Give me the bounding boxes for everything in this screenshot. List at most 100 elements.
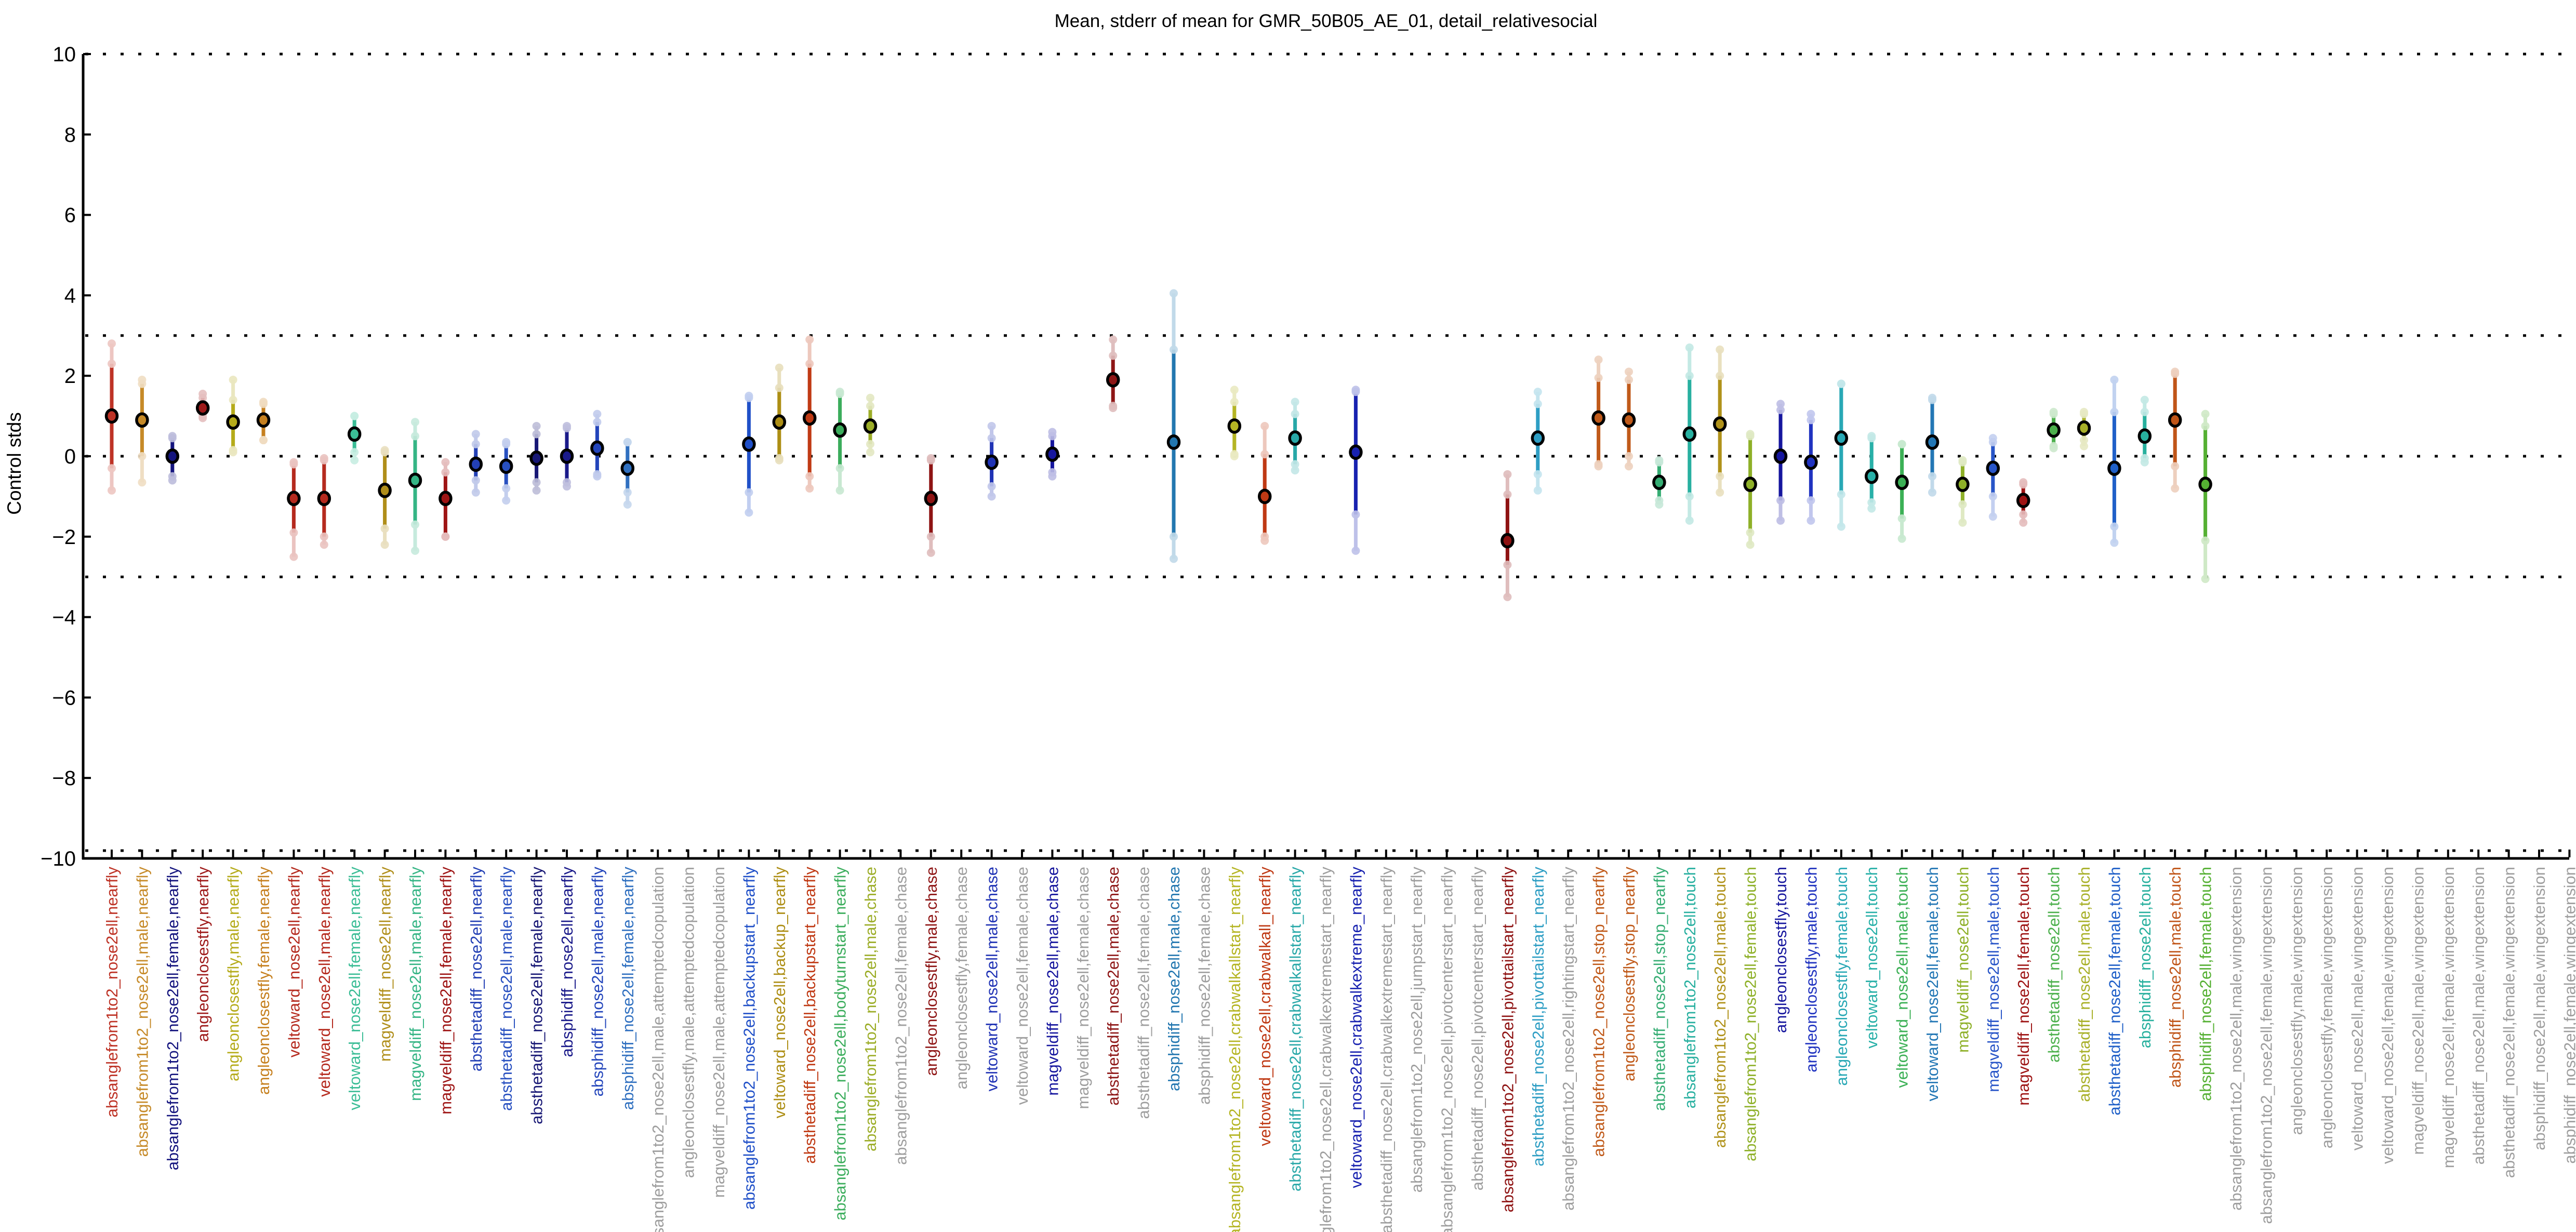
- errorbar-cap-dot: [1776, 405, 1785, 414]
- errorbar-cap-dot: [198, 393, 207, 402]
- errorbar-cap-dot: [2201, 409, 2210, 418]
- x-tick-label: veltoward_nose2ell,male,wingextension: [2348, 867, 2367, 1150]
- mean-marker: [287, 491, 301, 507]
- mean-marker: [1531, 430, 1545, 446]
- errorbar-cap-dot: [1260, 532, 1269, 541]
- mean-marker: [1773, 448, 1788, 464]
- mean-marker: [195, 400, 210, 416]
- errorbar-cap-dot: [1776, 496, 1785, 505]
- mean-marker: [1622, 412, 1636, 428]
- errorbar-cap-dot: [1867, 434, 1876, 443]
- mean-marker: [1712, 416, 1727, 432]
- errorbar-cap-dot: [441, 532, 450, 541]
- errorbar-cap-dot: [320, 532, 328, 541]
- x-tick-label: magveldiff_nose2ell,male,attemptedcopula…: [710, 867, 728, 1198]
- x-tick-label: absphidiff_nose2ell,female,nearfly: [619, 867, 637, 1110]
- errorbar-cap-dot: [2019, 510, 2028, 519]
- x-tick-label: absphidiff_nose2ell,nearfly: [558, 867, 576, 1057]
- y-tick-label: 6: [64, 204, 76, 227]
- x-tick-label: absanglefrom1to2_nose2ell,male,touch: [1711, 867, 1729, 1148]
- mean-marker: [1106, 372, 1120, 388]
- errorbar-cap-dot: [866, 393, 874, 402]
- errorbar-cap-dot: [1170, 345, 1178, 354]
- errorbar-cap-dot: [1837, 522, 1845, 531]
- errorbar-cap-dot: [259, 436, 268, 445]
- x-tick-label: absthetadiff_nose2ell,female,touch: [2105, 867, 2123, 1116]
- x-tick-label: absphidiff_nose2ell,male,touch: [2166, 867, 2184, 1088]
- errorbar-cap-dot: [1351, 510, 1360, 519]
- errorbar-cap-dot: [623, 438, 632, 446]
- x-tick-label: absthetadiff_nose2ell,male,touch: [2075, 867, 2093, 1102]
- mean-marker: [1834, 430, 1849, 446]
- mean-marker: [1591, 410, 1605, 426]
- mean-marker: [1986, 460, 2000, 476]
- errorbar-cap-dot: [1928, 472, 1936, 481]
- errorbar-cap-dot: [1958, 458, 1967, 467]
- x-tick-label: absanglefrom1to2_nose2ell,stop_nearfly: [1590, 867, 1608, 1157]
- errorbar-cap-dot: [1230, 386, 1239, 394]
- errorbar-cap-dot: [289, 552, 298, 561]
- x-tick-label: veltoward_nose2ell,male,touch: [1893, 867, 1911, 1088]
- x-tick-label: angleonclosestfly,nearfly: [194, 867, 212, 1042]
- x-tick-label: magveldiff_nose2ell,male,touch: [1984, 867, 2002, 1092]
- mean-marker: [1864, 468, 1879, 484]
- errorbar-cap-dot: [1291, 409, 1299, 418]
- mean-marker: [742, 436, 756, 452]
- errorbar-cap-dot: [1928, 395, 1936, 404]
- x-tick-label: absthetadiff_nose2ell,female,chase: [1135, 867, 1153, 1119]
- errorbar-cap-dot: [2171, 484, 2180, 493]
- errorbar-cap-dot: [1928, 488, 1936, 497]
- errorbar-cap-dot: [411, 546, 419, 555]
- x-tick-label: absphidiff_nose2ell,female,touch: [2197, 867, 2215, 1101]
- x-tick-label: angleonclosestfly,female,touch: [1833, 867, 1851, 1086]
- errorbar-cap-dot: [1109, 335, 1118, 344]
- errorbar-cap-dot: [229, 375, 237, 384]
- errorbar-cap-dot: [138, 452, 147, 460]
- x-tick-label: magveldiff_nose2ell,female,wingextension: [2439, 867, 2458, 1168]
- x-tick-label: angleonclosestfly,male,chase: [922, 867, 940, 1076]
- mean-marker: [2047, 422, 2061, 438]
- x-tick-label: absphidiff_nose2ell,male,wingextension: [2530, 867, 2548, 1150]
- errorbar-cap-dot: [502, 440, 511, 448]
- mean-marker: [1925, 434, 1940, 450]
- mean-marker: [256, 412, 271, 428]
- errorbar-cap-dot: [1776, 516, 1785, 525]
- errorbar-cap-dot: [1685, 343, 1694, 352]
- x-tick-label: angleonclosestfly,touch: [1772, 867, 1790, 1033]
- mean-marker: [378, 483, 392, 498]
- x-tick-label: absphidiff_nose2ell,female,chase: [1195, 867, 1213, 1105]
- x-tick-label: magveldiff_nose2ell,female,touch: [2014, 867, 2033, 1106]
- x-tick-label: angleonclosestfly,male,touch: [1802, 867, 1820, 1072]
- errorbar-cap-dot: [1625, 367, 1633, 376]
- errorbar-cap-dot: [2201, 421, 2210, 430]
- x-tick-label: magveldiff_nose2ell,male,chase: [1043, 867, 1061, 1096]
- mean-marker: [2077, 420, 2091, 436]
- errorbar-cap-dot: [775, 383, 784, 392]
- errorbar-cap-dot: [1685, 516, 1694, 525]
- x-tick-label: veltoward_nose2ell,male,chase: [983, 867, 1001, 1092]
- errorbar-cap-dot: [380, 524, 389, 533]
- errorbar-cap-dot: [1958, 500, 1967, 509]
- mean-marker: [408, 472, 422, 488]
- errorbar-cap-dot: [1260, 450, 1269, 459]
- errorbar-cap-dot: [1109, 351, 1118, 360]
- errorbar-cap-dot: [805, 335, 814, 344]
- errorbar-cap-dot: [775, 454, 784, 462]
- x-tick-label: absthetadiff_nose2ell,crabwalkextremesta…: [1377, 867, 1396, 1232]
- errorbar-cap-dot: [471, 488, 480, 497]
- errorbar-cap-dot: [2201, 575, 2210, 584]
- x-tick-label: absanglefrom1to2_nose2ell,touch: [1681, 867, 1699, 1108]
- errorbar-cap-dot: [108, 339, 116, 348]
- errorbar-cap-dot: [1230, 450, 1239, 459]
- errorbar-cap-dot: [502, 484, 511, 493]
- errorbar-cap-dot: [1594, 374, 1603, 382]
- errorbar-cap-dot: [471, 430, 480, 439]
- errorbar-cap-dot: [1807, 416, 1815, 425]
- x-tick-label: absanglefrom1to2_nose2ell,backupstart_ne…: [740, 867, 758, 1210]
- errorbar-cap-dot: [926, 532, 935, 541]
- errorbar-cap-dot: [866, 440, 874, 448]
- mean-marker: [590, 440, 604, 456]
- errorbar-cap-dot: [168, 472, 177, 481]
- errorbar-cap-dot: [411, 520, 419, 529]
